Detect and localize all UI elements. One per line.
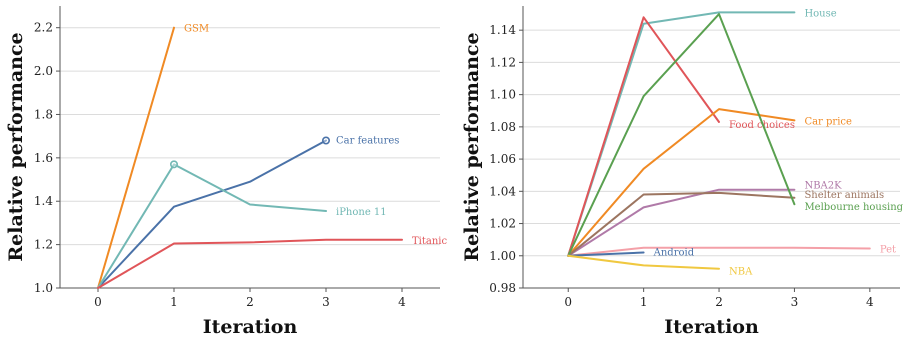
y-tick-label: 1.04	[489, 184, 516, 198]
y-tick-label: 1.12	[489, 55, 516, 69]
y-tick-label: 1.02	[489, 217, 516, 231]
y-tick-label: 2.2	[34, 21, 53, 35]
series-line-iphone-11	[97, 163, 327, 289]
x-tick-label: 4	[398, 295, 406, 309]
y-tick-label: 1.6	[34, 151, 53, 165]
y-tick-label: 2.0	[34, 64, 53, 78]
chart-2: 0.98 1.00 1.02 1.04 1.06 1.08 1.10 1.12 1.14 0 1 2 3…	[461, 6, 903, 338]
x-tick-label: 1	[640, 295, 648, 309]
x-tick-label: 2	[715, 295, 723, 309]
series-label-food-choices: Food choices	[729, 120, 795, 131]
series-label-car-price: Car price	[804, 116, 852, 127]
x-tick-label: 1	[170, 295, 178, 309]
x-tick-label: 2	[246, 295, 254, 309]
series-label-pet: Pet	[880, 245, 896, 256]
series-marker-car-features	[321, 136, 330, 145]
series-label-house: House	[804, 8, 836, 19]
series-line-melbourne-housing	[567, 13, 796, 257]
y-tick-label: 1.06	[489, 152, 516, 166]
chart-1: 1.0 1.2 1.4 1.6 1.8 2.0 2.2 0 1 2 3 4 Iteration Relat…	[5, 6, 447, 338]
series-label-melbourne-housing: Melbourne housing	[804, 202, 903, 213]
x-axis-title: Iteration	[664, 316, 759, 338]
x-axis-title: Iteration	[203, 316, 298, 338]
y-axis-title: Relative performance	[5, 32, 27, 261]
y-tick-label: 1.8	[34, 107, 53, 121]
series-line-car-price	[567, 108, 796, 257]
x-tick-label: 3	[322, 295, 330, 309]
series-line-titanic	[97, 238, 403, 289]
series-line-pet	[567, 246, 871, 257]
series-line-gsm	[97, 26, 175, 289]
y-tick-label: 1.08	[489, 120, 516, 134]
y-tick-label: 0.98	[489, 281, 516, 295]
series-label-titanic: Titanic	[412, 236, 447, 247]
x-tick-label: 0	[94, 295, 102, 309]
series-label-nba: NBA	[729, 267, 753, 278]
series-line-shelter-animals	[567, 191, 796, 257]
series-line-house	[567, 11, 796, 257]
y-tick-label: 1.00	[489, 249, 516, 263]
series-line-android	[567, 251, 645, 257]
series-label-car-features: Car features	[336, 135, 399, 146]
series-label-gsm: GSM	[184, 24, 209, 35]
series-label-android: Android	[653, 248, 695, 259]
series-marker-iphone-11	[170, 160, 179, 169]
y-tick-label: 1.10	[489, 88, 516, 102]
x-tick-label: 0	[564, 295, 572, 309]
series-line-nba	[567, 254, 720, 270]
series-line-car-features	[97, 139, 327, 289]
series-line-food-choices	[567, 16, 720, 257]
x-tick-label: 3	[791, 295, 799, 309]
y-tick-label: 1.2	[34, 238, 53, 252]
y-tick-label: 1.14	[489, 23, 516, 37]
series-label-nba2k: NBA2K	[804, 181, 842, 192]
y-tick-label: 1.4	[34, 194, 53, 208]
x-tick-label: 4	[866, 295, 874, 309]
series-label-iphone-11: iPhone 11	[336, 207, 387, 218]
y-tick-label: 1.0	[34, 281, 53, 295]
series-line-nba2k	[567, 188, 796, 257]
series-label-shelter-animals: Shelter animals	[804, 190, 884, 201]
y-axis-title: Relative performance	[461, 32, 483, 261]
